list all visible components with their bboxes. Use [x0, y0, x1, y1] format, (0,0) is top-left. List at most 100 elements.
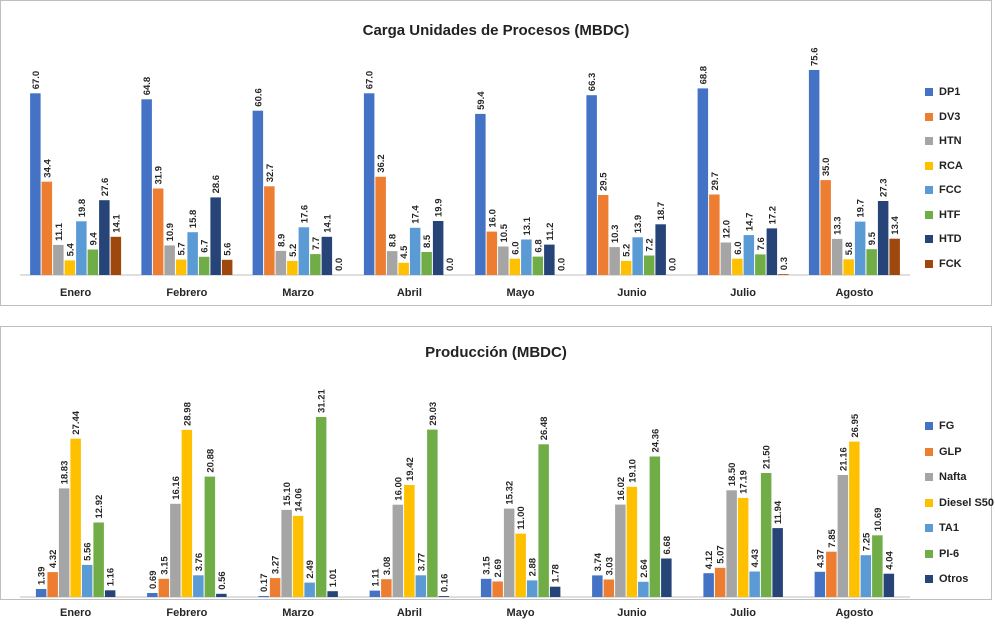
- prod-legend-item: Nafta: [925, 471, 967, 483]
- carga-bar-dv3-mayo: [486, 231, 498, 275]
- prod-data-label: 4.12: [704, 551, 715, 570]
- carga-data-label: 10.3: [610, 225, 621, 244]
- prod-data-label: 1.78: [551, 564, 562, 583]
- carga-data-label: 5.2: [622, 244, 633, 257]
- prod-data-label: 2.49: [305, 560, 316, 579]
- prod-data-label: 16.02: [616, 477, 627, 501]
- carga-data-label: 67.0: [365, 71, 376, 90]
- chart-carga-title: Carga Unidades de Procesos (MBDC): [362, 22, 630, 39]
- prod-category-label: Mayo: [507, 607, 535, 619]
- carga-legend-label: FCK: [939, 257, 962, 270]
- prod-data-label: 1.11: [370, 568, 381, 587]
- prod-legend-swatch: [925, 498, 933, 507]
- carga-bar-htn-febrero: [164, 245, 175, 275]
- prod-data-label: 2.88: [528, 558, 539, 577]
- carga-bar-dv3-marzo: [264, 186, 275, 275]
- prod-data-label: 4.32: [48, 550, 59, 569]
- prod-bar-otros-marzo: [327, 591, 338, 597]
- carga-legend-item: FCC: [925, 184, 962, 196]
- carga-bar-rca-marzo: [287, 260, 298, 275]
- chart-produccion-title: Producción (MBDC): [425, 344, 567, 361]
- prod-category-label: Febrero: [166, 607, 207, 619]
- carga-data-label: 0.0: [556, 258, 567, 271]
- carga-legend-item: HTN: [925, 135, 962, 147]
- prod-data-label: 0.56: [217, 571, 228, 590]
- carga-bar-dp1-mayo: [475, 113, 486, 276]
- carga-bar-htd-febrero: [210, 197, 221, 275]
- prod-bar-pi-6-abril: [427, 429, 438, 597]
- carga-bar-fck-enero: [110, 236, 122, 275]
- carga-bar-htn-mayo: [498, 246, 509, 275]
- carga-data-label: 11.1: [54, 222, 65, 241]
- prod-bar-ta1-marzo: [304, 582, 315, 597]
- prod-data-label: 6.68: [662, 536, 673, 555]
- carga-data-label: 14.1: [322, 214, 333, 233]
- carga-data-label: 7.7: [311, 237, 322, 250]
- prod-bar-fg-marzo: [258, 596, 269, 597]
- carga-data-label: 60.6: [253, 88, 264, 107]
- prod-data-label: 3.08: [382, 557, 393, 576]
- prod-category-label: Enero: [60, 607, 91, 619]
- carga-bar-htn-abril: [386, 251, 398, 275]
- carga-bar-htn-enero: [53, 244, 64, 275]
- carga-data-label: 7.6: [756, 237, 767, 250]
- carga-data-label: 14.7: [744, 213, 755, 232]
- carga-bar-htf-julio: [755, 254, 766, 275]
- prod-legend-item: GLP: [925, 446, 962, 458]
- carga-data-label: 13.1: [522, 216, 533, 235]
- carga-data-label: 10.9: [165, 223, 176, 242]
- prod-bar-diesel-s50-febrero: [181, 429, 193, 597]
- carga-legend-item: DV3: [925, 111, 960, 123]
- prod-data-label: 5.07: [716, 545, 727, 564]
- prod-bar-glp-abril: [381, 579, 392, 597]
- carga-data-label: 29.7: [710, 172, 721, 191]
- prod-bar-diesel-s50-mayo: [515, 533, 526, 597]
- carga-data-label: 67.0: [31, 71, 42, 90]
- prod-bar-otros-febrero: [216, 593, 227, 597]
- carga-bar-htf-febrero: [198, 256, 210, 275]
- carga-data-label: 17.4: [411, 205, 422, 224]
- carga-legend-label: HTN: [939, 135, 962, 147]
- carga-bar-dp1-julio: [697, 88, 709, 276]
- prod-data-label: 3.77: [416, 553, 427, 572]
- prod-legend-item: TA1: [925, 522, 959, 534]
- carga-bar-htf-agosto: [866, 249, 877, 275]
- carga-bar-htf-junio: [643, 255, 655, 275]
- prod-bar-glp-julio: [714, 567, 726, 597]
- carga-data-label: 68.8: [698, 66, 709, 85]
- carga-bar-htd-agosto: [877, 201, 889, 275]
- prod-bar-nafta-marzo: [281, 509, 292, 597]
- carga-data-label: 4.5: [399, 245, 410, 259]
- carga-bar-fcc-enero: [76, 221, 87, 275]
- prod-bar-fg-mayo: [480, 578, 492, 597]
- prod-data-label: 4.43: [750, 549, 761, 568]
- carga-data-label: 29.5: [599, 172, 610, 191]
- carga-legend-swatch: [925, 186, 933, 194]
- prod-data-label: 3.03: [604, 557, 615, 576]
- carga-bar-rca-enero: [64, 260, 76, 275]
- prod-bar-ta1-julio: [749, 571, 760, 597]
- prod-data-label: 31.21: [317, 389, 328, 413]
- prod-category-label: Junio: [617, 607, 647, 619]
- carga-legend-swatch: [925, 112, 933, 121]
- carga-bar-htd-julio: [766, 228, 778, 275]
- prod-data-label: 18.50: [727, 463, 738, 487]
- prod-data-label: 14.06: [294, 488, 305, 512]
- prod-bar-fg-agosto: [814, 571, 826, 597]
- prod-legend-swatch: [925, 447, 933, 456]
- prod-data-label: 20.88: [205, 449, 216, 473]
- carga-category-label: Julio: [730, 287, 756, 299]
- carga-bar-htf-marzo: [310, 254, 321, 275]
- prod-bar-glp-marzo: [269, 578, 281, 597]
- prod-data-label: 28.98: [182, 402, 193, 426]
- prod-bar-ta1-abril: [415, 575, 427, 597]
- carga-bar-fcc-abril: [409, 227, 421, 275]
- prod-legend-swatch: [925, 524, 933, 532]
- prod-data-label: 5.56: [83, 542, 94, 561]
- carga-legend-item: HTD: [925, 233, 962, 245]
- carga-data-label: 8.9: [276, 234, 287, 247]
- prod-data-label: 18.83: [60, 461, 71, 485]
- prod-bar-pi-6-junio: [649, 456, 661, 597]
- carga-bar-htd-abril: [432, 221, 444, 275]
- prod-bar-pi-6-enero: [93, 522, 104, 597]
